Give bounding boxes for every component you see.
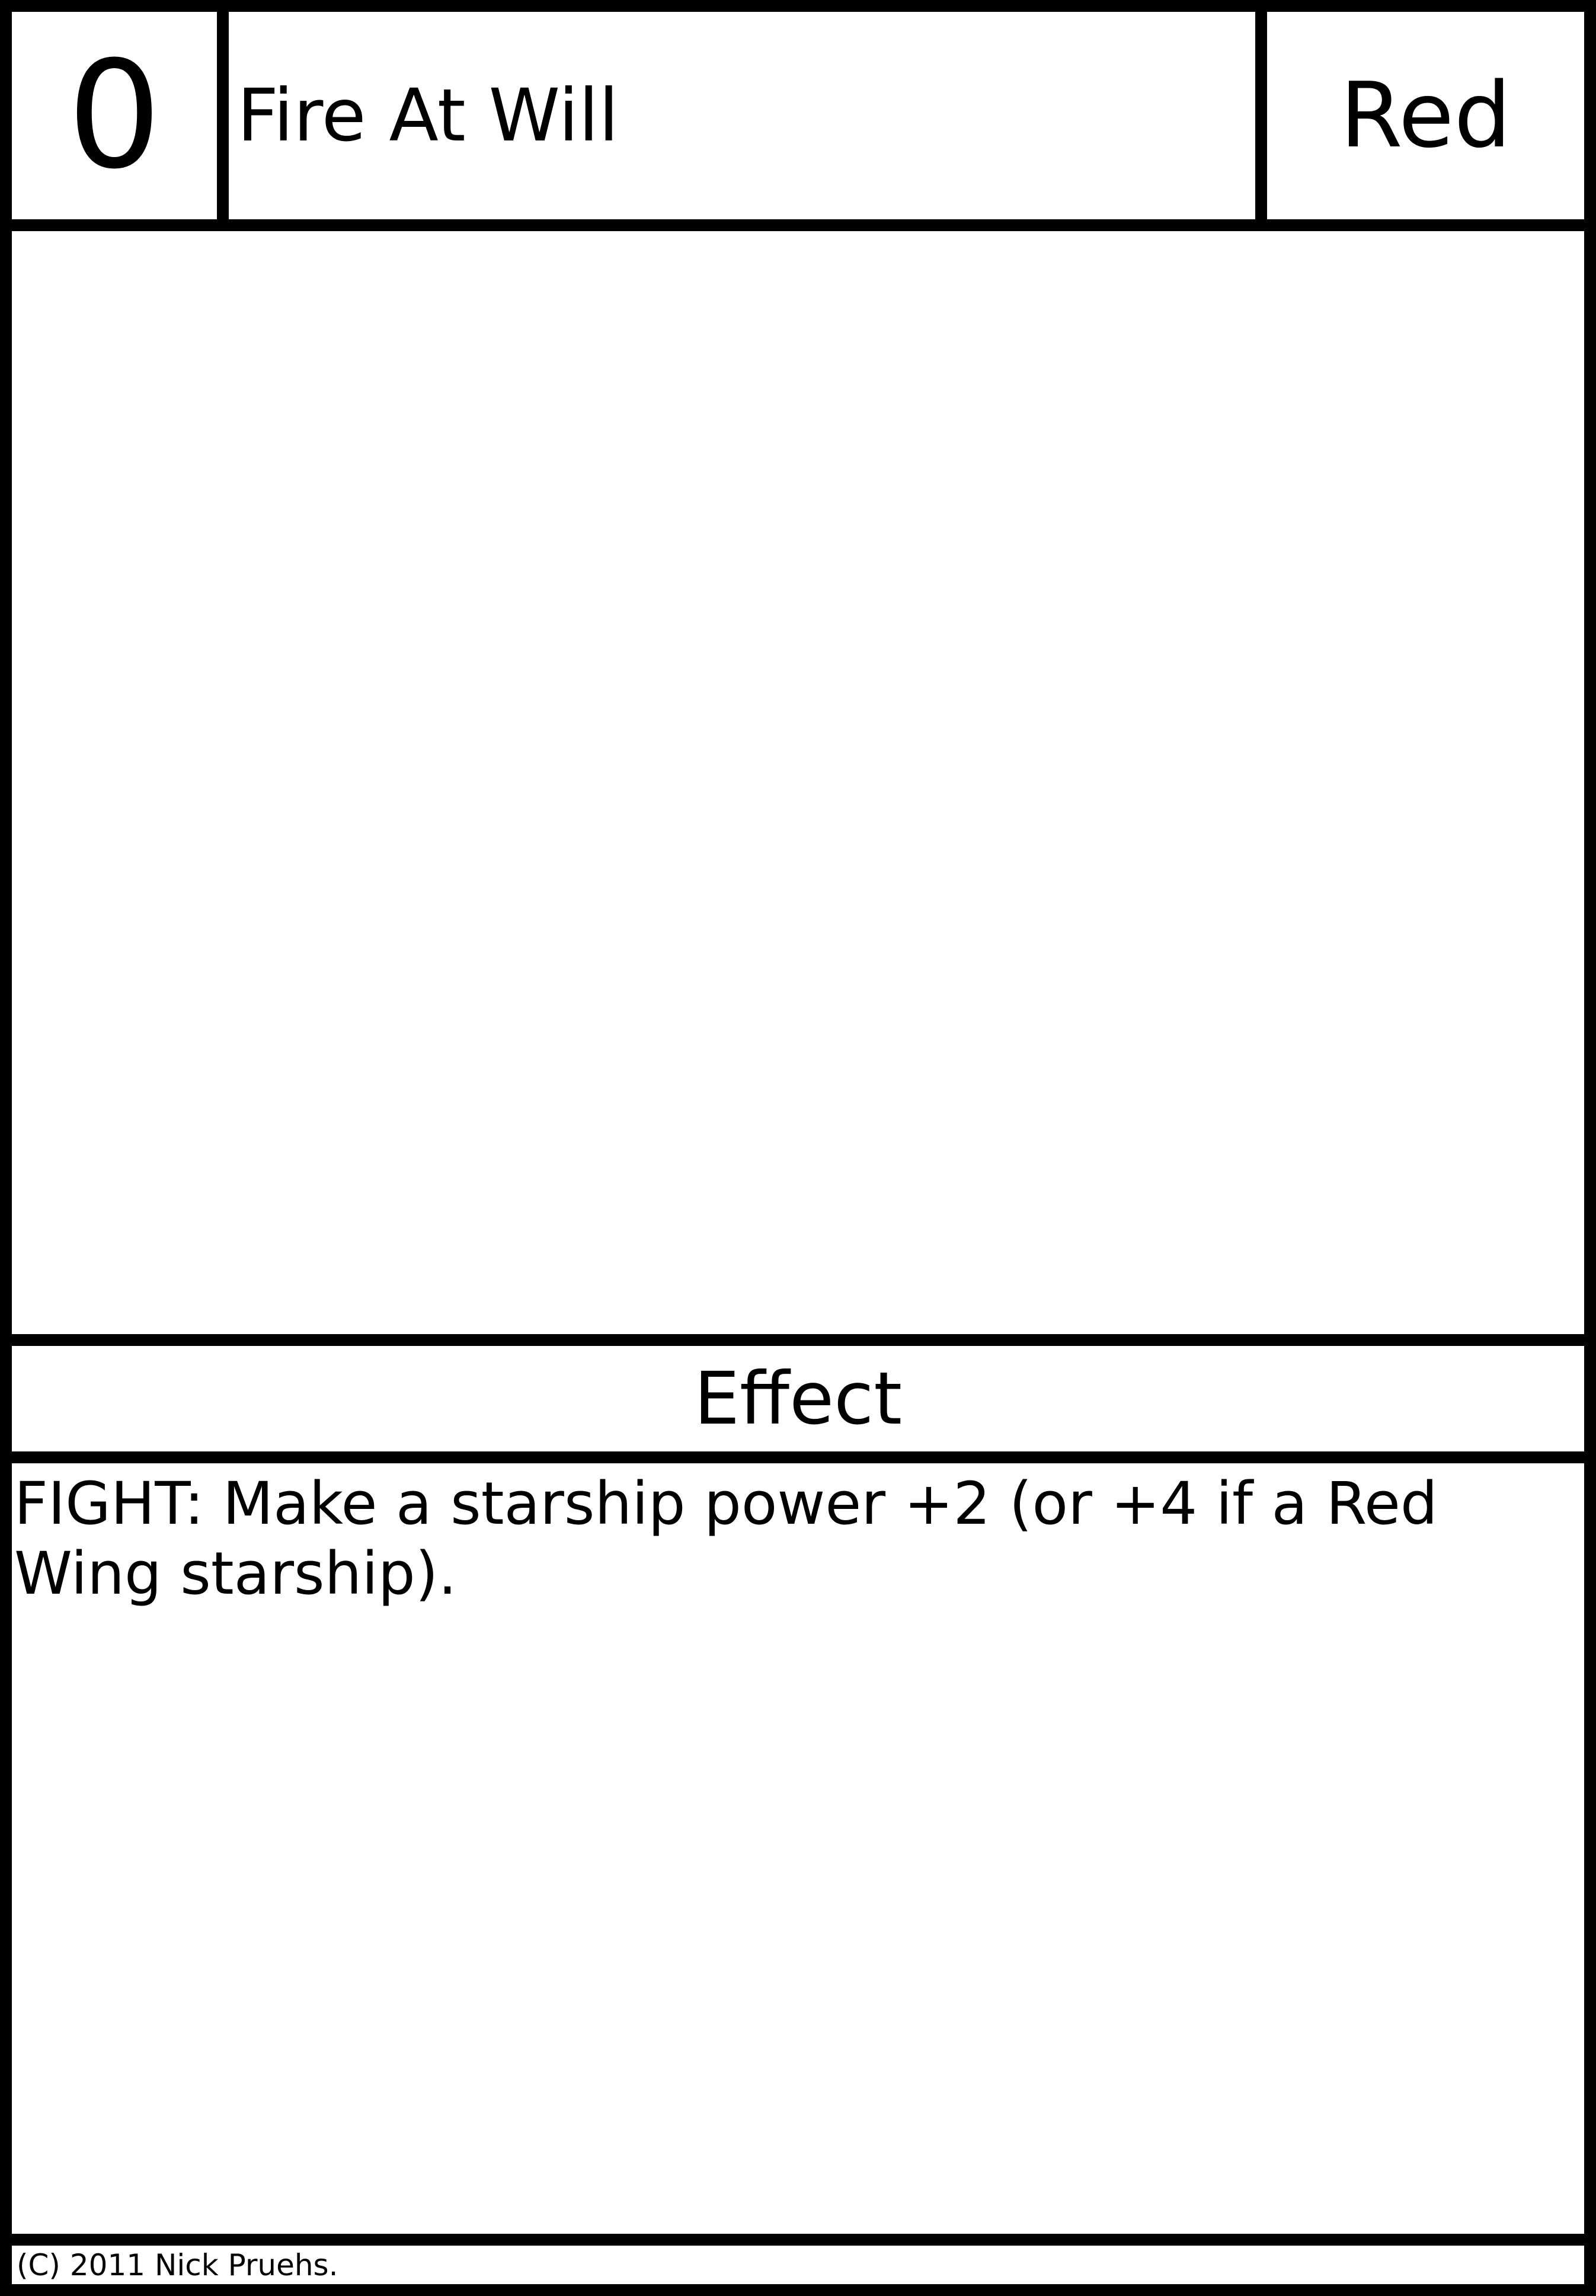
effect-text-box: FIGHT: Make a starship power +2 (or +4 i… bbox=[0, 1451, 1596, 2246]
effect-heading: Effect bbox=[693, 1357, 903, 1441]
copyright-text: (C) 2011 Nick Pruehs. bbox=[17, 2247, 338, 2282]
effect-text: FIGHT: Make a starship power +2 (or +4 i… bbox=[14, 1470, 1438, 1608]
color-box: Red bbox=[1255, 0, 1596, 231]
title-box: Fire At Will bbox=[217, 0, 1267, 231]
card-color: Red bbox=[1340, 63, 1511, 168]
effect-heading-box: Effect bbox=[0, 1334, 1596, 1463]
card-cost: 0 bbox=[67, 29, 162, 202]
cost-box: 0 bbox=[0, 0, 229, 231]
card-title: Fire At Will bbox=[237, 73, 619, 158]
card-art-area bbox=[0, 219, 1596, 1346]
copyright-box: (C) 2011 Nick Pruehs. bbox=[0, 2234, 1596, 2296]
